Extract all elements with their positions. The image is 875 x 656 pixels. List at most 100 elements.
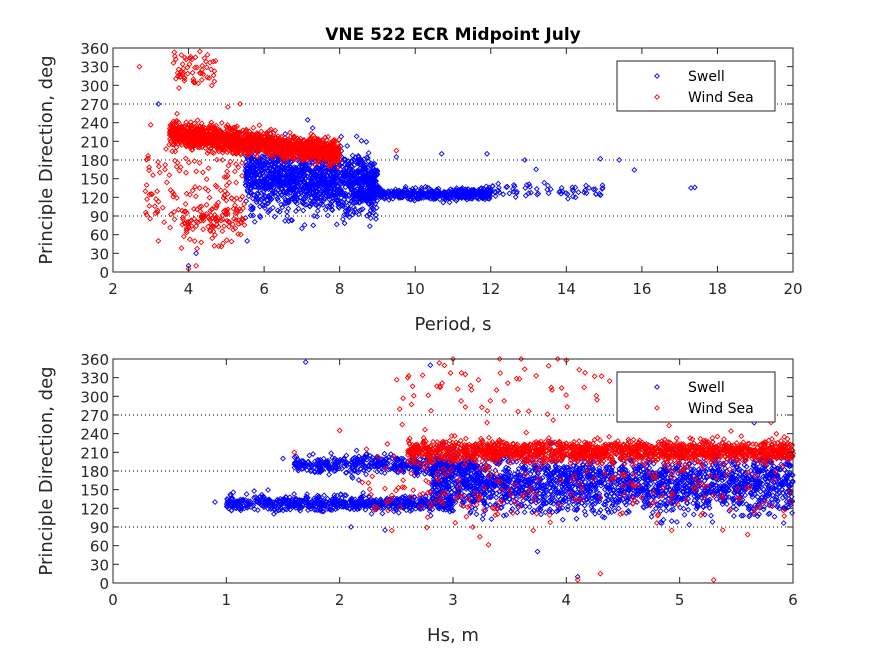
wind-sea-point bbox=[194, 245, 201, 252]
swell-point bbox=[369, 205, 376, 212]
x-tick-label: 4 bbox=[184, 280, 194, 298]
swell-point bbox=[351, 170, 358, 177]
y-tick-label: 30 bbox=[90, 245, 109, 263]
y-tick-label: 240 bbox=[80, 115, 109, 133]
wind-sea-point bbox=[202, 185, 209, 192]
swell-point bbox=[521, 157, 528, 163]
swell-point bbox=[367, 194, 374, 201]
swell-point bbox=[336, 191, 343, 198]
swell-point bbox=[331, 182, 338, 188]
wind-sea-point bbox=[150, 172, 156, 179]
swell-point bbox=[462, 193, 469, 200]
swell-point bbox=[487, 186, 494, 193]
swell-point bbox=[245, 193, 252, 200]
swell-point bbox=[319, 163, 326, 170]
legend-label-wind-sea: Wind Sea bbox=[688, 90, 754, 106]
wind-sea-point bbox=[179, 61, 186, 68]
swell-point bbox=[352, 199, 358, 206]
swell-point bbox=[379, 189, 386, 196]
swell-point bbox=[310, 222, 317, 229]
swell-point bbox=[306, 183, 313, 190]
swell-point bbox=[272, 171, 279, 178]
swell-point bbox=[597, 155, 604, 162]
swell-point bbox=[301, 222, 308, 228]
swell-point bbox=[313, 202, 320, 209]
swell-point bbox=[339, 202, 346, 209]
swell-point bbox=[354, 179, 361, 186]
swell-point bbox=[512, 194, 519, 200]
wind-sea-point bbox=[155, 159, 162, 165]
swell-point bbox=[263, 176, 270, 183]
swell-point bbox=[383, 193, 390, 200]
swell-point bbox=[339, 216, 346, 223]
swell-point bbox=[590, 186, 597, 193]
swell-point bbox=[559, 188, 566, 195]
swell-point bbox=[541, 179, 548, 186]
swell-point bbox=[262, 160, 269, 166]
swell-point bbox=[358, 156, 365, 163]
swell-point bbox=[317, 190, 324, 196]
swell-point bbox=[572, 194, 579, 201]
swell-point bbox=[328, 174, 335, 181]
swell-point bbox=[246, 167, 253, 174]
swell-point bbox=[305, 192, 311, 199]
swell-point bbox=[398, 189, 405, 196]
swell-point bbox=[243, 165, 250, 172]
wind-sea-point bbox=[393, 147, 400, 154]
wind-sea-point bbox=[163, 146, 169, 152]
swell-point bbox=[326, 196, 333, 203]
swell-point bbox=[399, 194, 406, 201]
swell-point bbox=[250, 156, 257, 163]
wind-sea-point bbox=[180, 233, 187, 240]
swell-point bbox=[327, 173, 334, 179]
wind-sea-point bbox=[204, 51, 211, 58]
swell-point bbox=[286, 163, 293, 169]
swell-point bbox=[373, 204, 380, 211]
wind-sea-point bbox=[146, 167, 152, 174]
swell-point bbox=[250, 165, 257, 172]
swell-point bbox=[428, 187, 435, 194]
swell-point bbox=[248, 160, 254, 167]
swell-point bbox=[395, 193, 402, 200]
wind-sea-point bbox=[161, 219, 168, 226]
y-tick-label: 60 bbox=[90, 227, 109, 245]
swell-point bbox=[504, 183, 511, 190]
swell-point bbox=[599, 185, 606, 191]
swell-point bbox=[271, 160, 278, 167]
swell-point bbox=[442, 196, 449, 203]
swell-point bbox=[249, 206, 256, 213]
wind-sea-point bbox=[142, 209, 149, 216]
swell-point bbox=[379, 510, 386, 517]
swell-point bbox=[282, 173, 289, 180]
swell-point bbox=[386, 196, 392, 203]
swell-point bbox=[261, 185, 268, 192]
swell-point bbox=[533, 185, 540, 192]
y-tick-label: 300 bbox=[80, 77, 109, 95]
swell-point bbox=[592, 186, 599, 193]
swell-point bbox=[291, 192, 298, 199]
swell-point bbox=[248, 185, 254, 191]
swell-point bbox=[471, 186, 477, 193]
wind-sea-point bbox=[143, 211, 150, 218]
swell-point bbox=[319, 188, 326, 195]
y-tick-label: 150 bbox=[80, 171, 109, 189]
swell-point bbox=[258, 181, 265, 188]
swell-point bbox=[318, 175, 325, 182]
swell-point bbox=[691, 184, 698, 191]
swell-point bbox=[269, 204, 276, 211]
wind-sea-point bbox=[205, 165, 212, 172]
wind-sea-point bbox=[156, 169, 163, 176]
swell-point bbox=[522, 185, 529, 191]
swell-point bbox=[262, 194, 268, 200]
swell-point bbox=[407, 196, 414, 203]
swell-point bbox=[350, 204, 357, 211]
swell-point bbox=[339, 160, 346, 167]
wind-sea-point bbox=[203, 201, 210, 208]
swell-point bbox=[478, 185, 485, 191]
swell-point bbox=[257, 214, 264, 221]
swell-point bbox=[242, 163, 249, 170]
swell-point bbox=[342, 164, 349, 171]
swell-point bbox=[320, 197, 327, 204]
swell-point bbox=[370, 207, 377, 213]
swell-point bbox=[547, 186, 554, 193]
